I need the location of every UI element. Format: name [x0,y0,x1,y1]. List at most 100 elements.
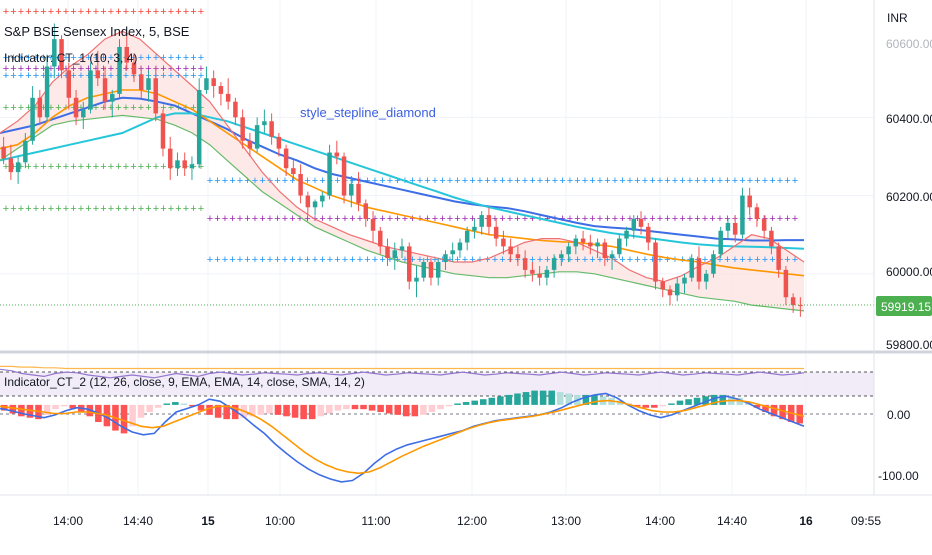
plus-marker: + [160,63,166,75]
candle-body [493,226,499,239]
time-tick-label: 11:00 [361,514,390,528]
histogram-bar [257,404,265,415]
candle-body [544,269,550,278]
candle-body [580,238,586,243]
plus-marker: + [63,52,69,64]
plus-marker: + [25,52,31,64]
plus-marker: + [642,213,648,225]
plus-marker: + [93,63,99,75]
candle-body [30,97,35,141]
plus-marker: + [33,161,39,173]
plus-marker: + [229,254,235,266]
plus-marker: + [63,70,69,82]
plus-marker: + [634,213,640,225]
plus-marker: + [25,63,31,75]
histogram-bar [334,404,342,411]
oscillator-lines [0,365,805,483]
plus-marker: + [559,254,565,266]
plus-marker: + [100,6,106,18]
plus-marker: + [33,52,39,64]
plus-marker: + [108,63,114,75]
candle-body [167,148,173,169]
osc-band [0,372,874,396]
plus-marker: + [168,102,174,114]
overlay-line [0,112,805,250]
plus-marker: + [145,161,151,173]
histogram-bar [120,404,128,434]
candle-body [370,219,376,231]
plus-marker: + [40,63,46,75]
price-tick: 60000.00 [886,265,932,279]
candle-body [110,93,115,102]
candle-body [146,78,151,90]
plus-marker: + [138,52,144,64]
histogram-bar [60,404,68,407]
plus-marker: + [108,203,114,215]
plus-marker: + [70,102,76,114]
plus-marker: + [198,52,204,64]
plus-marker: + [604,213,610,225]
plus-marker: + [222,175,228,187]
plus-marker: + [492,213,498,225]
candle-body [66,70,72,98]
plus-marker: + [55,52,61,64]
plus-marker: + [687,213,693,225]
candle-body [102,78,108,102]
plus-marker: + [18,203,24,215]
candle-body [617,238,622,255]
plus-marker: + [145,6,151,18]
histogram-bar [548,390,555,405]
plus-marker: + [747,175,753,187]
histogram-bar [582,394,590,405]
plus-marker: + [522,175,528,187]
plus-marker: + [175,63,181,75]
plus-marker: + [724,175,730,187]
plus-marker: + [582,254,588,266]
plus-marker: + [25,161,31,173]
plus-marker: + [78,63,84,75]
candle-body [486,215,492,227]
candle-body [131,62,137,75]
plus-marker: + [327,254,333,266]
histogram-bar [420,404,427,415]
candle-body [559,254,564,259]
plus-marker: + [334,213,340,225]
plus-marker: + [319,213,325,225]
plus-marker: + [724,213,730,225]
candle-body [8,158,14,173]
candle-body [501,238,506,247]
plus-marker: + [78,102,84,114]
plus-marker: + [394,213,400,225]
plus-marker: + [664,254,670,266]
histogram-bar [753,404,761,408]
plus-marker: + [267,213,273,225]
histogram-bar [206,404,213,415]
plus-marker: + [447,175,453,187]
candle-body [392,250,398,259]
plus-marker: + [319,175,325,187]
candle-body [189,164,195,169]
plus-marker: + [762,254,768,266]
plus-marker: + [664,213,670,225]
plus-marker: + [48,70,54,82]
plus-marker: + [18,161,24,173]
candle-body [37,97,43,118]
histogram-bar [172,402,179,405]
plus-marker: + [138,102,144,114]
plus-marker: + [454,254,460,266]
plus-marker: + [574,254,580,266]
plus-marker: + [237,175,243,187]
plus-marker: + [3,203,9,215]
plus-marker: + [10,6,16,18]
histogram-bar [43,404,51,415]
plus-marker: + [130,102,136,114]
candle-body [153,78,158,114]
plus-marker: + [78,203,84,215]
symbol-title: S&P BSE Sensex Index, 5, BSE [4,24,190,39]
histogram-bar [180,403,188,405]
plus-marker: + [115,161,121,173]
plus-marker: + [145,102,151,114]
plus-marker: + [123,203,129,215]
histogram-bar [26,404,34,418]
